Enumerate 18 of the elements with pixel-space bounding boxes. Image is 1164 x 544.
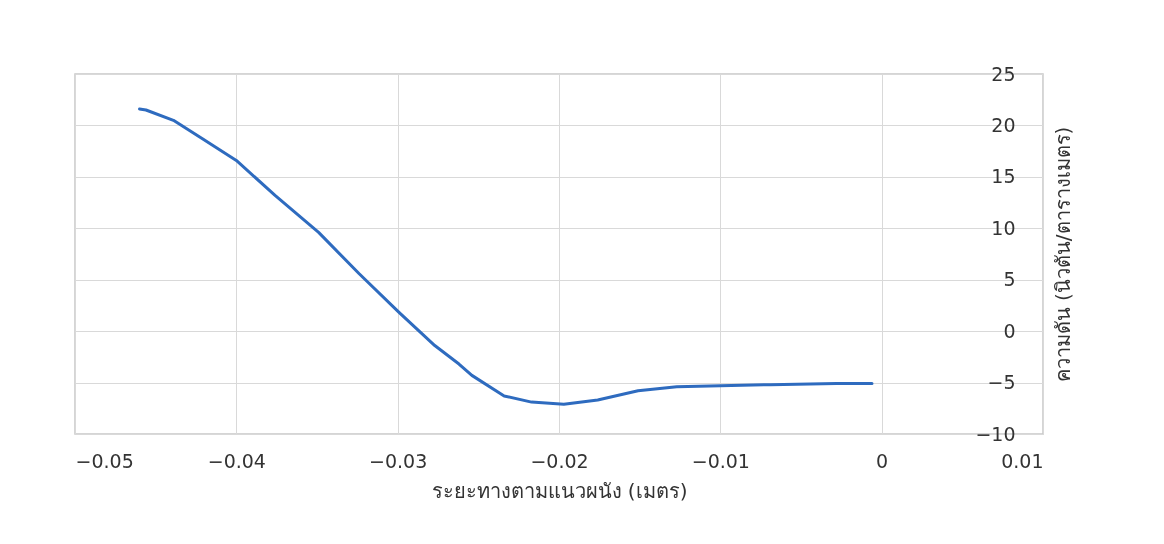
y-tick-label: −5 xyxy=(987,371,1016,394)
y-tick-label: 20 xyxy=(991,113,1016,136)
y-axis-title: ความดัน (นิวตัน/ตารางเมตร) xyxy=(1050,126,1075,383)
x-tick-label: −0.04 xyxy=(207,449,266,472)
y-tick-label: 15 xyxy=(991,165,1016,188)
x-tick-label: −0.05 xyxy=(75,449,134,472)
y-tick-label: 25 xyxy=(991,62,1016,85)
y-tick-label: 0 xyxy=(1003,319,1016,342)
x-tick-label: −0.01 xyxy=(691,449,750,472)
x-tick-label: −0.02 xyxy=(530,449,589,472)
y-tick-label: 10 xyxy=(991,216,1016,239)
y-tick-label: 5 xyxy=(1003,268,1016,291)
x-tick-label: 0 xyxy=(876,449,889,472)
y-tick-label: −10 xyxy=(975,422,1016,445)
x-tick-label: −0.03 xyxy=(369,449,428,472)
x-axis-title: ระยะทางตามแนวผนัง (เมตร) xyxy=(431,478,688,503)
line-series xyxy=(138,107,874,406)
x-tick-label: 0.01 xyxy=(1001,449,1044,472)
